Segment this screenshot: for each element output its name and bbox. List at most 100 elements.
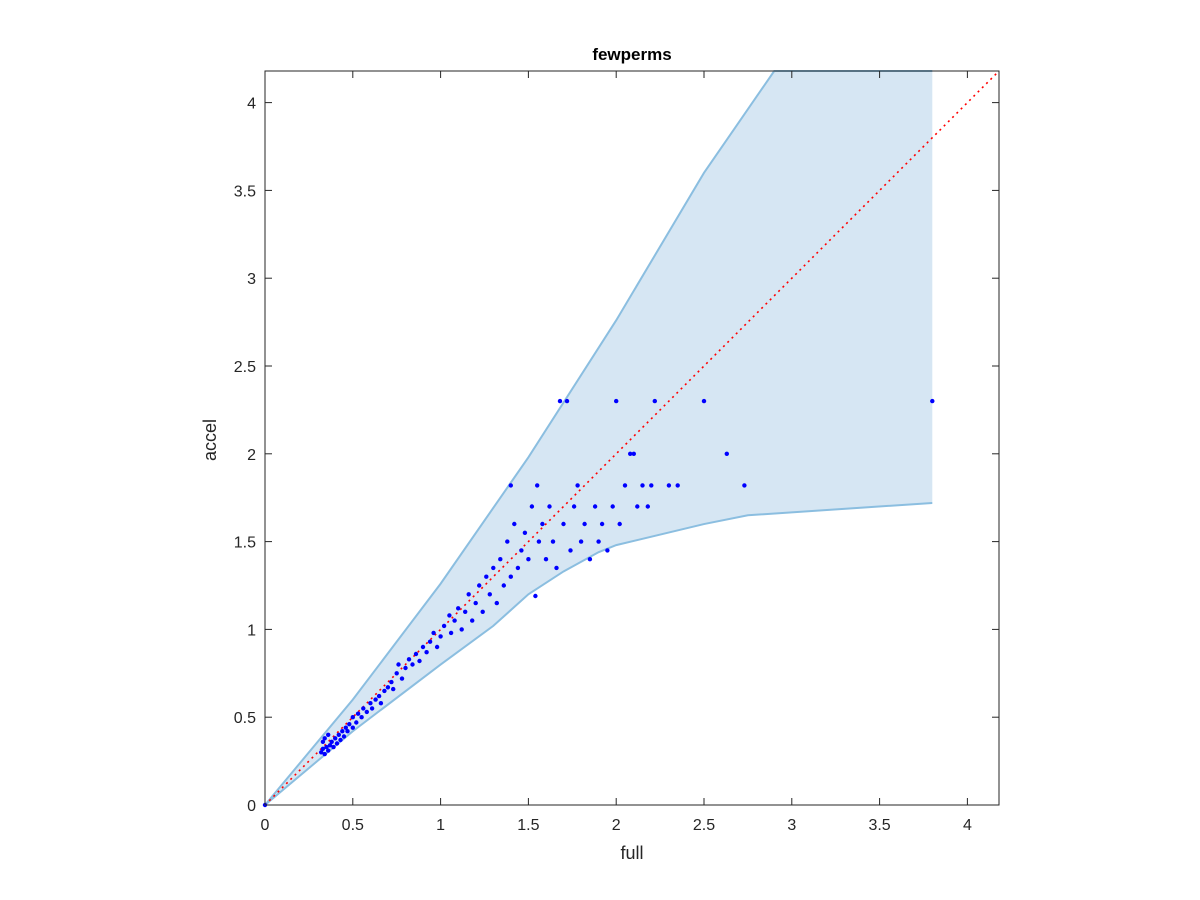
data-point [350,715,355,720]
data-point [403,665,408,671]
x-tick-label: 4 [963,817,972,834]
data-point [466,592,471,597]
y-tick-label: 3.5 [234,183,256,200]
reference-diagonal [264,70,1000,806]
data-point [575,483,580,488]
y-tick-label: 1 [247,622,256,639]
data-point [456,606,461,611]
data-point [473,600,478,606]
x-tick-label: 3.5 [868,817,890,834]
data-point [547,504,552,509]
data-point [345,729,350,734]
x-axis-label: full [620,843,643,863]
data-point [413,651,419,657]
data-point [522,530,528,535]
data-point [322,736,327,741]
data-point [505,539,510,544]
data-point [355,711,361,716]
data-point [417,658,422,664]
data-point [373,697,378,702]
data-point [484,574,489,579]
y-axis-label: accel [200,419,220,461]
data-point [333,736,338,741]
data-point [631,451,636,456]
data-point [326,732,331,737]
data-point [369,706,375,711]
data-point [561,521,566,527]
data-point [336,732,341,737]
data-point [578,539,584,544]
data-point [526,557,531,562]
data-point [519,548,524,553]
confidence-band [264,70,933,806]
data-point [605,548,610,553]
x-tick-label: 2.5 [693,817,715,834]
data-point [340,729,345,734]
data-point [385,685,391,690]
data-point [652,398,657,404]
data-point [533,593,538,599]
data-point [324,744,329,750]
data-point [361,706,366,711]
data-point [480,609,485,614]
data-point [508,574,513,579]
data-point [529,504,535,509]
data-point [515,565,521,571]
data-point [640,483,645,488]
data-point [320,746,326,751]
y-tick-label: 2 [247,447,256,464]
band-lower-edge [264,501,933,806]
data-point [382,688,387,694]
data-point [463,609,468,614]
data-point [535,483,540,488]
data-point [614,398,619,404]
x-tick-label: 1.5 [517,817,539,834]
data-point [327,743,333,748]
data-point [427,639,433,644]
data-point [487,592,492,597]
data-point [596,539,601,544]
data-point [406,657,412,662]
data-point [701,398,707,404]
data-point [587,557,593,562]
data-point [470,618,475,623]
x-tick-label: 3 [787,817,796,834]
data-point [628,451,633,456]
data-point [554,565,559,571]
data-point [354,720,359,725]
x-axis-ticks: 0 0.5 1 1.5 2 2.5 3 3.5 4 [261,71,972,834]
data-point [368,701,373,706]
y-tick-label: 4 [247,96,256,113]
data-point [394,671,399,676]
data-point [378,701,384,706]
data-point [331,744,336,750]
band-upper-edge [264,70,933,806]
y-tick-label: 3 [247,271,256,288]
data-point [550,539,556,544]
data-point [343,725,348,730]
data-point [376,693,382,699]
data-point [501,583,506,588]
y-tick-label: 0 [247,798,256,815]
data-point [459,627,464,632]
data-point [622,483,628,488]
x-tick-label: 0.5 [342,817,364,834]
data-point [319,750,324,755]
data-point [599,521,605,527]
data-point [568,548,573,553]
data-point [322,751,327,757]
x-tick-label: 1 [436,817,445,834]
x-tick-label: 0 [261,817,270,834]
data-point [592,504,598,509]
data-point [329,739,334,744]
data-point [424,650,429,655]
y-tick-label: 2.5 [234,359,256,376]
data-point [675,483,680,488]
data-points [262,398,935,808]
data-point [635,504,640,509]
data-point [543,557,549,562]
data-point [645,504,650,509]
data-point [441,623,447,629]
data-point [477,583,482,588]
